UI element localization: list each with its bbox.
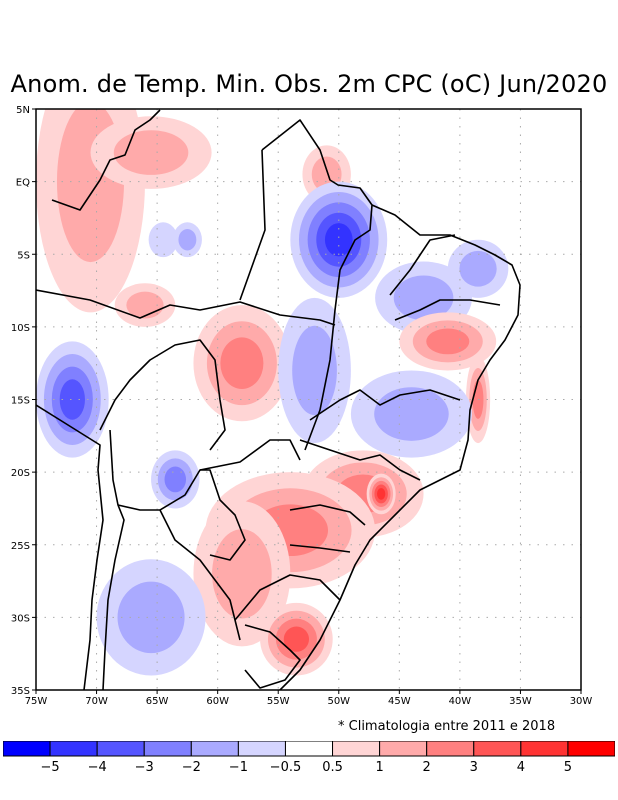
pr-border	[289, 504, 366, 526]
para-border	[239, 149, 266, 301]
north-border	[51, 109, 161, 211]
colorbar: −5 −4 −3 −2 −1 −0.5 0.5 1 2 3 4 5	[3, 741, 615, 775]
anomaly-bahia-warm	[426, 328, 470, 355]
colorbar-swatch	[49, 741, 98, 757]
anomaly-paraguay-cold	[164, 466, 187, 493]
brazil-west-border	[36, 289, 336, 326]
colorbar-swatch	[190, 741, 239, 757]
rs-border	[234, 574, 341, 621]
anomaly-layer	[36, 109, 509, 676]
mg-border	[299, 439, 421, 481]
colorbar-label: 2	[423, 760, 431, 775]
colorbar-label: 5	[564, 760, 572, 775]
colorbar-label: 4	[517, 760, 525, 775]
colorbar-label: −5	[40, 760, 59, 775]
colorbar-label: −3	[135, 760, 154, 775]
paraguay-border	[159, 469, 246, 561]
axes: 75W 70W 65W 60W 55W 50W 45W 40W 35W 30W 5N EQ 5S 10S 1…	[11, 105, 592, 707]
sc-border	[289, 544, 351, 553]
anomaly-central-cold	[292, 325, 337, 416]
andes-border	[102, 429, 125, 690]
anomaly-para-cold	[324, 223, 353, 257]
uruguay-border	[244, 624, 301, 689]
country-borders	[36, 109, 521, 690]
anomaly-minas-cold	[374, 387, 449, 441]
y-tick-label: 35S	[11, 686, 30, 697]
colorbar-swatch	[426, 741, 475, 757]
anomaly-maranhao-cold	[393, 275, 454, 321]
x-tick-label: 55W	[267, 696, 290, 707]
anomaly-amazon-cold-small-2	[148, 222, 178, 258]
y-tick-label: 10S	[11, 323, 30, 334]
maranhao-border	[389, 234, 456, 296]
colorbar-swatch	[379, 741, 428, 757]
anomaly-bolivia-cold	[59, 379, 85, 420]
y-tick-label: 5N	[16, 105, 30, 116]
anomaly-ceara-cold	[459, 250, 497, 287]
colorbar-swatch	[332, 741, 381, 757]
anomaly-amazon-cold-small	[178, 228, 197, 251]
y-tick-label: EQ	[16, 178, 30, 189]
x-tick-label: 60W	[206, 696, 229, 707]
anomaly-argentina-cold	[117, 581, 185, 654]
x-tick-label: 65W	[146, 696, 169, 707]
anomaly-map: 75W 70W 65W 60W 55W 50W 45W 40W 35W 30W 5N EQ 5S 10S 1…	[11, 105, 592, 707]
colorbar-swatch	[520, 741, 569, 757]
amazon-state-border	[261, 119, 373, 451]
y-tick-label: 5S	[17, 250, 30, 261]
northeast-coast	[279, 204, 521, 690]
anomaly-amazon-north-warm	[113, 130, 189, 175]
climatology-note: * Climatologia entre 2011 e 2018	[338, 719, 556, 734]
anomaly-mato-grosso-warm	[220, 337, 264, 390]
colorbar-label: −2	[182, 760, 201, 775]
colorbar-label: −1	[229, 760, 248, 775]
x-tick-label: 40W	[449, 696, 472, 707]
colorbar-swatch	[473, 741, 522, 757]
bahia-border	[394, 299, 501, 321]
bolivia-border	[99, 339, 226, 451]
colorbar-swatch	[96, 741, 145, 757]
chart-title: Anom. de Temp. Min. Obs. 2m CPC (oC) Jun…	[10, 70, 608, 98]
y-tick-label: 25S	[11, 541, 30, 552]
x-tick-label: 35W	[509, 696, 532, 707]
y-tick-label: 30S	[11, 613, 30, 624]
colorbar-label: 0.5	[322, 760, 343, 775]
goias-border	[309, 389, 461, 421]
y-tick-label: 15S	[11, 396, 30, 407]
ms-border	[199, 439, 301, 471]
colorbar-label: 1	[375, 760, 383, 775]
anomaly-argentina-warm	[212, 529, 272, 619]
y-tick-label: 20S	[11, 468, 30, 479]
x-tick-label: 75W	[25, 696, 48, 707]
colorbar-swatch	[237, 741, 286, 757]
map-frame	[35, 108, 582, 691]
colorbar-swatch	[284, 741, 334, 757]
colorbar-label: −4	[88, 760, 107, 775]
colorbar-swatch	[143, 741, 192, 757]
colorbar-label: −0.5	[270, 760, 302, 775]
anomaly-rio-grande-warm	[283, 626, 310, 652]
x-tick-label: 70W	[85, 696, 108, 707]
x-tick-label: 30W	[570, 696, 593, 707]
grid-layer	[36, 109, 581, 690]
x-tick-label: 50W	[327, 696, 350, 707]
x-tick-label: 45W	[388, 696, 411, 707]
coastline-west	[36, 404, 104, 690]
colorbar-swatch	[567, 741, 615, 757]
argentina-border	[117, 504, 241, 641]
colorbar-label: 3	[470, 760, 478, 775]
anomaly-sao-paulo-peak	[377, 488, 386, 500]
colorbar-swatch	[3, 741, 51, 757]
